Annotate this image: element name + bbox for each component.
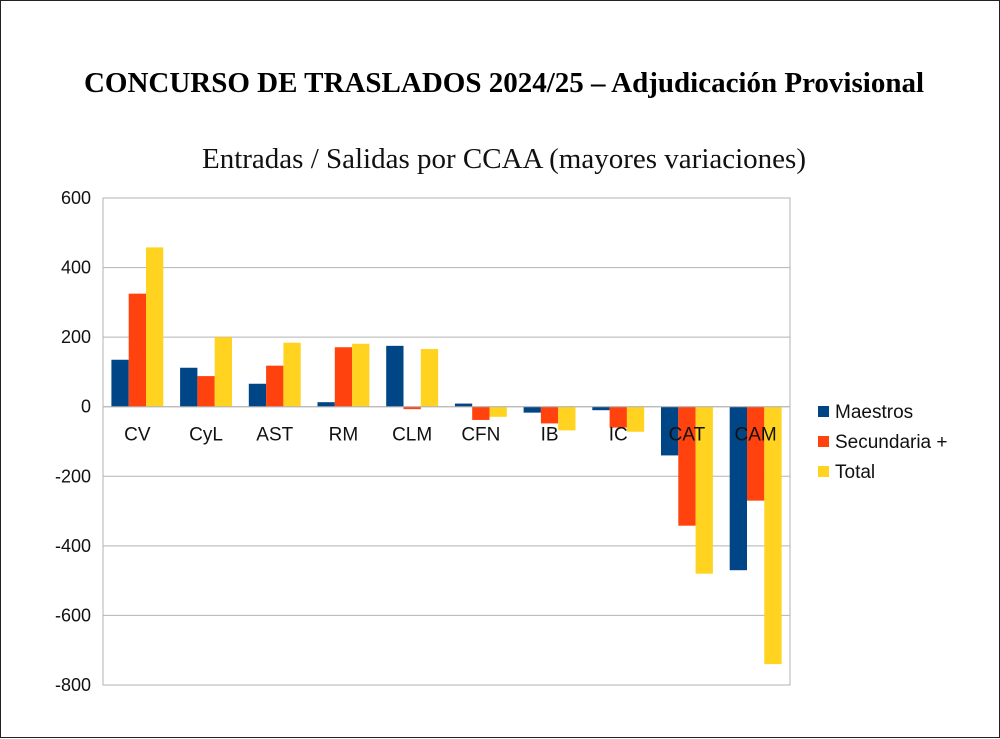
bar-CLM-total bbox=[420, 348, 439, 407]
x-tick-label: CV bbox=[124, 425, 151, 446]
bar-AST-secundaria bbox=[266, 365, 284, 407]
bar-RM-maestros bbox=[317, 402, 335, 407]
bar-CAT-maestros bbox=[661, 406, 679, 456]
y-tick-label: -400 bbox=[55, 536, 91, 556]
y-tick-label: 200 bbox=[61, 327, 91, 347]
bar-IB-secundaria bbox=[540, 406, 559, 424]
bar-CAT-total bbox=[695, 406, 713, 574]
bar-CyL-total bbox=[214, 337, 232, 407]
bar-AST-total bbox=[283, 342, 301, 407]
legend-swatch bbox=[818, 466, 829, 477]
x-tick-label: IB bbox=[541, 425, 559, 446]
bar-CyL-maestros bbox=[180, 367, 198, 407]
bar-CAM-maestros bbox=[729, 406, 747, 571]
bar-CV-secundaria bbox=[128, 293, 146, 407]
legend-label: Total bbox=[835, 462, 875, 483]
x-tick-label: CLM bbox=[392, 425, 432, 446]
x-tick-label: CAT bbox=[669, 425, 706, 446]
legend-swatch bbox=[818, 436, 829, 447]
chart-title: Entradas / Salidas por CCAA (mayores var… bbox=[202, 143, 806, 175]
bar-AST-maestros bbox=[248, 383, 267, 407]
bars bbox=[111, 247, 782, 665]
bar-CLM-maestros bbox=[386, 345, 404, 407]
bar-RM-secundaria bbox=[334, 347, 353, 407]
y-tick-label: 400 bbox=[61, 258, 91, 278]
bar-CFN-secundaria bbox=[472, 406, 490, 420]
x-tick-label: IC bbox=[609, 425, 628, 446]
bar-CAM-secundaria bbox=[747, 406, 765, 501]
x-axis: CV CyL AST RM CLM CFN IB IC CAT CAM bbox=[124, 425, 777, 446]
bar-CV-total bbox=[146, 247, 164, 407]
x-tick-label: CAM bbox=[735, 425, 777, 446]
bar-CyL-secundaria bbox=[197, 376, 215, 407]
x-tick-label: AST bbox=[256, 425, 293, 446]
bar-CV-maestros bbox=[111, 359, 129, 407]
bar-RM-total bbox=[352, 343, 370, 407]
y-tick-label: -200 bbox=[55, 466, 91, 486]
y-tick-label: -800 bbox=[55, 675, 91, 695]
plot-area bbox=[102, 197, 791, 686]
x-tick-label: RM bbox=[329, 425, 359, 446]
y-axis: 600 400 200 0 -200 -400 -600 -800 bbox=[55, 188, 91, 695]
bar-CLM-secundaria bbox=[403, 406, 421, 410]
y-tick-label: 600 bbox=[61, 188, 91, 208]
bar-CFN-maestros bbox=[454, 403, 473, 407]
legend: Maestros Secundaria + Total bbox=[818, 402, 948, 483]
bar-IC-total bbox=[626, 406, 645, 432]
legend-label: Maestros bbox=[835, 402, 913, 423]
bar-IC-maestros bbox=[592, 406, 610, 411]
bar-IB-total bbox=[558, 406, 576, 431]
bar-CAM-total bbox=[764, 406, 782, 665]
y-tick-label: 0 bbox=[81, 397, 91, 417]
x-tick-label: CyL bbox=[189, 425, 223, 446]
page-title: CONCURSO DE TRASLADOS 2024/25 – Adjudica… bbox=[83, 67, 925, 99]
bar-CAT-secundaria bbox=[678, 406, 696, 526]
x-tick-label: CFN bbox=[461, 425, 500, 446]
bar-CFN-total bbox=[489, 406, 507, 417]
legend-label: Secundaria + bbox=[835, 432, 948, 453]
bar-IB-maestros bbox=[523, 406, 541, 413]
bar-IC-secundaria bbox=[609, 406, 627, 428]
y-tick-label: -600 bbox=[55, 605, 91, 625]
legend-swatch bbox=[818, 406, 829, 417]
